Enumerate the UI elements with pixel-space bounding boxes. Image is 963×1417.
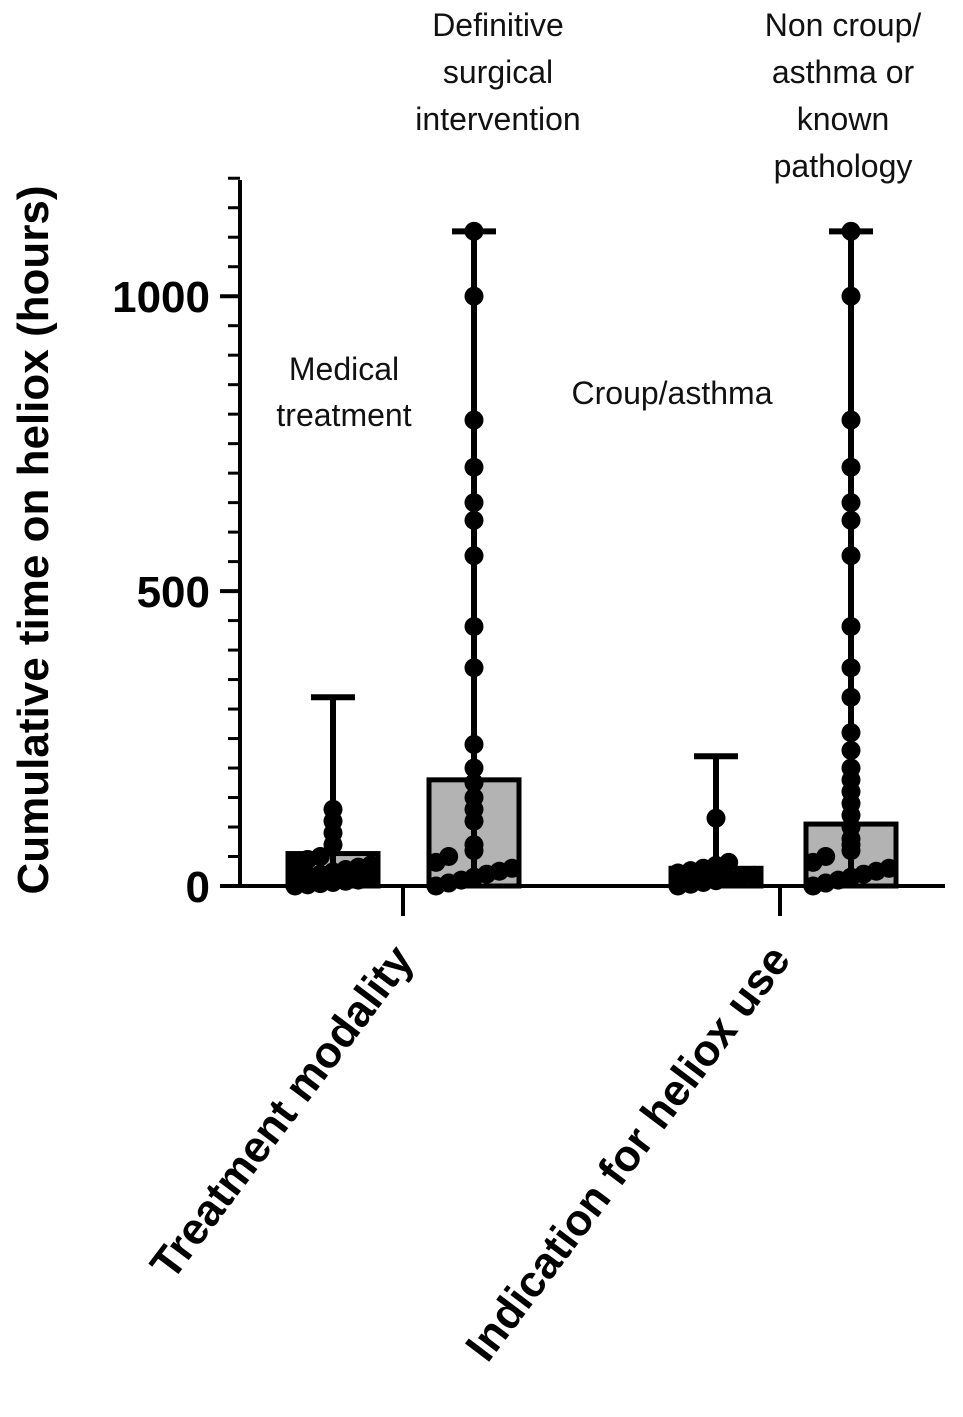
series-label: intervention xyxy=(415,101,580,137)
data-point xyxy=(841,658,861,678)
y-tick-label: 1000 xyxy=(112,273,210,322)
data-point xyxy=(841,740,861,760)
data-point xyxy=(464,734,484,754)
data-point xyxy=(816,847,836,867)
data-point xyxy=(841,687,861,707)
data-point xyxy=(502,858,522,878)
data-point xyxy=(464,493,484,513)
data-point xyxy=(464,546,484,566)
data-point xyxy=(310,847,330,867)
data-point xyxy=(841,410,861,430)
data-point xyxy=(841,616,861,636)
data-point xyxy=(841,221,861,241)
series-label: Medical xyxy=(289,351,399,387)
series-label: known xyxy=(797,101,890,137)
whiskers xyxy=(311,228,873,886)
series-label: asthma or xyxy=(772,54,915,90)
x-group-label-treatment-modality: Treatment modality xyxy=(141,936,423,1288)
data-point xyxy=(464,835,484,855)
data-point xyxy=(323,799,343,819)
y-tick-labels: 0 500 1000 xyxy=(112,273,210,912)
y-tick-label: 500 xyxy=(137,568,210,617)
data-point xyxy=(464,286,484,306)
data-point xyxy=(719,852,739,872)
series-label: Non croup/ xyxy=(765,7,922,43)
data-point xyxy=(841,510,861,530)
data-point xyxy=(464,758,484,778)
data-point xyxy=(361,855,381,875)
data-point xyxy=(879,858,899,878)
data-point xyxy=(841,723,861,743)
data-point xyxy=(464,658,484,678)
y-axis-label: Cumulative time on heliox (hours) xyxy=(9,186,58,895)
data-point xyxy=(361,869,381,889)
series-label: Croup/asthma xyxy=(572,375,773,411)
series-annotations: Medical treatment Definitive surgical interv… xyxy=(276,7,921,433)
data-point xyxy=(841,457,861,477)
data-point xyxy=(841,546,861,566)
bars xyxy=(285,777,899,889)
data-point xyxy=(744,865,764,885)
data-point xyxy=(464,410,484,430)
series-label: surgical xyxy=(443,54,553,90)
series-label: pathology xyxy=(774,148,913,184)
data-points xyxy=(285,221,899,896)
data-point xyxy=(464,616,484,636)
x-group-label-indication: Indication for heliox use xyxy=(456,937,800,1371)
data-point xyxy=(439,847,459,867)
data-point xyxy=(464,788,484,808)
y-tick-label: 0 xyxy=(186,863,210,912)
data-point xyxy=(706,808,726,828)
series-label: treatment xyxy=(276,397,411,433)
data-point xyxy=(464,773,484,793)
data-point xyxy=(841,286,861,306)
data-point xyxy=(464,457,484,477)
data-point xyxy=(464,510,484,530)
data-point xyxy=(841,493,861,513)
series-label: Definitive xyxy=(432,7,564,43)
data-point xyxy=(464,221,484,241)
data-point xyxy=(841,758,861,778)
